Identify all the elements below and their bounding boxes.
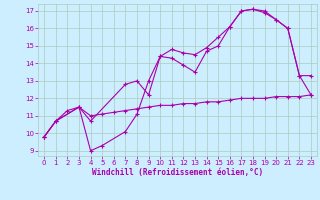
X-axis label: Windchill (Refroidissement éolien,°C): Windchill (Refroidissement éolien,°C)	[92, 168, 263, 177]
